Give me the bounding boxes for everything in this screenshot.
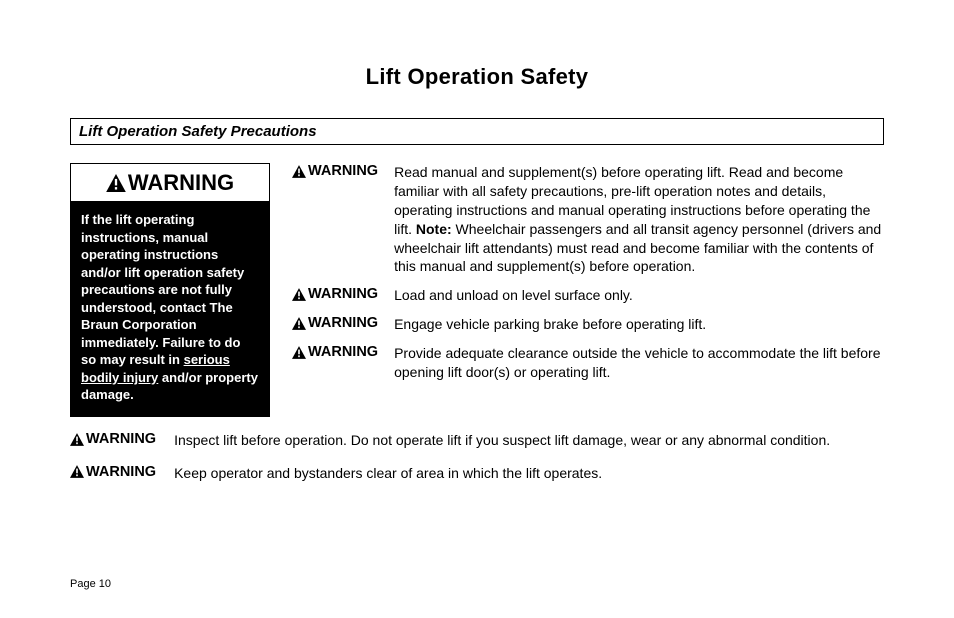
- warning-label-text: WARNING: [128, 170, 234, 196]
- warning-label: WARNING: [292, 286, 378, 302]
- warning-label-text: WARNING: [308, 344, 378, 360]
- warning-triangle-icon: [70, 433, 84, 446]
- warning-label: WARNING: [292, 163, 378, 179]
- warning-box-body: If the lift operating instructions, manu…: [71, 201, 269, 416]
- page-title: Lift Operation Safety: [70, 64, 884, 90]
- warning-label-text: WARNING: [308, 315, 378, 331]
- warning-triangle-icon: [70, 465, 84, 478]
- warning-text-bold: Note:: [416, 221, 452, 237]
- section-header: Lift Operation Safety Precautions: [70, 118, 884, 145]
- warning-row: WARNING Inspect lift before operation. D…: [70, 431, 884, 450]
- warning-row: WARNING Load and unload on level surface…: [292, 286, 884, 305]
- warning-body: Load and unload on level surface only.: [394, 286, 884, 305]
- warning-label: WARNING: [70, 464, 156, 480]
- warning-body: Engage vehicle parking brake before oper…: [394, 315, 884, 334]
- page-number: Page 10: [70, 578, 111, 590]
- warning-label-text: WARNING: [86, 464, 156, 480]
- upper-warning-list: WARNING Read manual and supplement(s) be…: [292, 163, 884, 417]
- warning-label-text: WARNING: [308, 286, 378, 302]
- warning-box: WARNING If the lift operating instructio…: [70, 163, 270, 417]
- warning-triangle-icon: [106, 174, 126, 192]
- warning-triangle-icon: [292, 165, 306, 178]
- warning-triangle-icon: [292, 317, 306, 330]
- warning-body: Read manual and supplement(s) before ope…: [394, 163, 884, 276]
- lower-warning-list: WARNING Inspect lift before operation. D…: [70, 431, 884, 483]
- warning-box-header: WARNING: [71, 164, 269, 201]
- warning-label: WARNING: [292, 344, 378, 360]
- warning-label: WARNING: [70, 431, 156, 447]
- warning-row: WARNING Engage vehicle parking brake bef…: [292, 315, 884, 334]
- warning-triangle-icon: [292, 288, 306, 301]
- warning-body: Inspect lift before operation. Do not op…: [174, 431, 884, 450]
- warning-label: WARNING: [292, 315, 378, 331]
- warning-body: Provide adequate clearance outside the v…: [394, 344, 884, 382]
- warning-box-text-pre: If the lift operating instructions, manu…: [81, 212, 244, 367]
- warning-label-text: WARNING: [308, 163, 378, 179]
- warning-row: WARNING Read manual and supplement(s) be…: [292, 163, 884, 276]
- warning-box-label: WARNING: [106, 170, 234, 196]
- warning-triangle-icon: [292, 346, 306, 359]
- warning-label-text: WARNING: [86, 431, 156, 447]
- upper-area: WARNING If the lift operating instructio…: [70, 163, 884, 417]
- warning-row: WARNING Provide adequate clearance outsi…: [292, 344, 884, 382]
- page-content: Lift Operation Safety Lift Operation Saf…: [0, 0, 954, 517]
- warning-body: Keep operator and bystanders clear of ar…: [174, 464, 884, 483]
- warning-text-post: Wheelchair passengers and all transit ag…: [394, 221, 881, 275]
- warning-row: WARNING Keep operator and bystanders cle…: [70, 464, 884, 483]
